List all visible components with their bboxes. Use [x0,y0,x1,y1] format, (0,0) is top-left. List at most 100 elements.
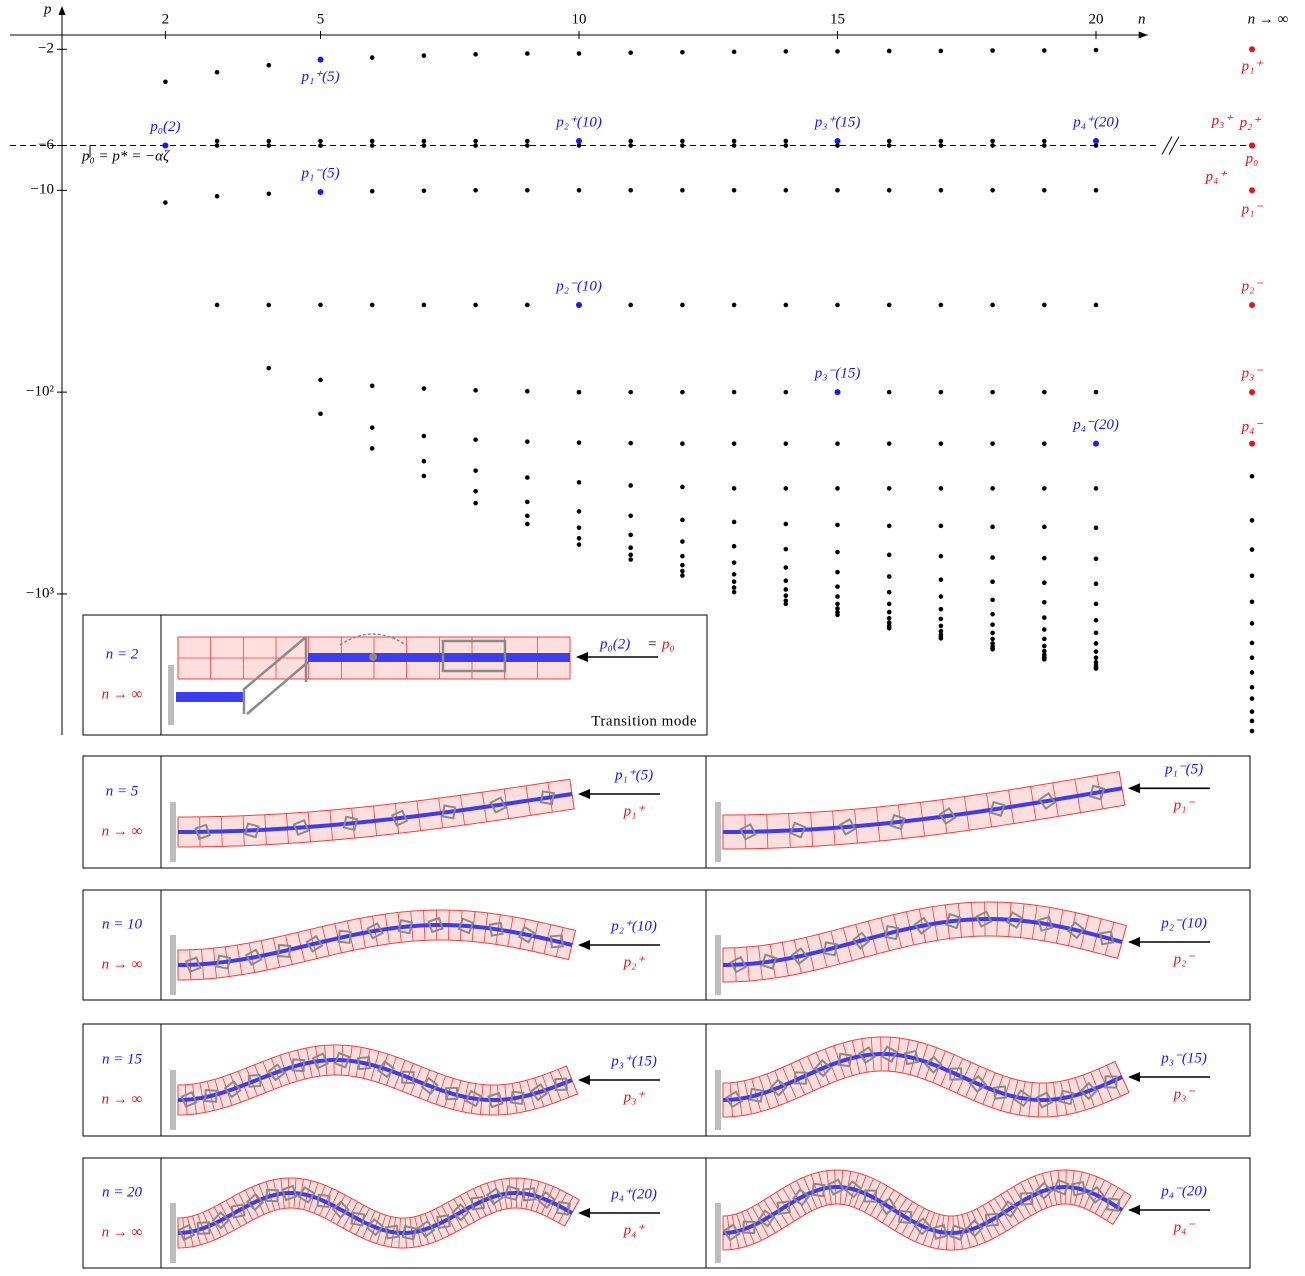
data-point [732,143,737,148]
data-point [835,594,840,599]
data-point [628,188,633,193]
data-point [1094,390,1099,395]
panel-caption: Transition mode [591,713,697,729]
load-arrow-head [578,940,590,950]
data-point [318,143,323,148]
data-point [473,143,478,148]
mode-finite-label: p₂⁺(10) [610,918,657,934]
data-point [887,626,892,631]
data-point [990,486,995,491]
mode-limit-label: p₁⁺ [623,803,646,819]
wall [715,1070,721,1130]
data-point [990,647,995,652]
limit-point [1250,655,1255,660]
load-arrow-head [578,789,590,799]
data-point [784,565,789,570]
data-point [784,49,789,54]
data-point [1042,143,1047,148]
data-point [732,520,737,525]
data-point [990,555,995,560]
data-point [732,560,737,565]
data-point [732,590,737,595]
data-point [835,523,840,528]
data-point [887,303,892,308]
limit-point [1249,441,1255,447]
data-point [370,55,375,60]
data-point [422,303,427,308]
mode-finite-label: p₀(2) [599,636,630,652]
beam-band [723,902,1126,982]
highlight-label: p₄⁺(20) [1072,114,1119,130]
data-point [215,143,220,148]
data-point [990,303,995,308]
limit-point [1250,518,1255,523]
x-tick-label: 10 [572,11,587,27]
y-tick-label: −10³ [26,585,54,601]
data-point [990,637,995,642]
data-point [887,390,892,395]
data-point [939,390,944,395]
wall [715,935,721,995]
data-point [732,50,737,55]
data-point [163,200,168,205]
limit-label: p₃⁺ [1211,113,1234,129]
highlight-point [835,138,841,144]
highlight-point [318,189,324,195]
mode-limit-label: p₃⁻ [1173,1086,1196,1102]
data-point [473,501,478,506]
wall [170,935,176,995]
data-point [784,547,789,552]
data-point [990,622,995,627]
data-point [422,386,427,391]
limit-label: p₁⁻ [1241,202,1264,218]
data-point [525,188,530,193]
data-point [835,49,840,54]
data-point [1042,525,1047,530]
y-tick-label: −10² [26,384,54,400]
beam-band [723,1170,1131,1250]
data-point [939,303,944,308]
data-point [680,303,685,308]
data-point [473,388,478,393]
load-arrow-head [1128,937,1140,947]
data-point [680,573,685,578]
data-point [628,390,633,395]
data-point [1094,655,1099,660]
mode-finite-label: p₄⁻(20) [1160,1183,1207,1199]
data-point [1042,390,1047,395]
mode-joiner: = [648,636,656,652]
data-point [215,303,220,308]
data-point [628,557,633,562]
data-point [784,303,789,308]
data-point [318,411,323,416]
highlight-label: p₃⁺(15) [814,114,861,130]
figure: p n n → ∞ p₀ = p* = −αζ 25101520−2−6−10−… [0,0,1305,1271]
data-point [939,624,944,629]
data-point [990,525,995,530]
data-point [990,48,995,53]
data-point [887,553,892,558]
data-point [1094,666,1099,671]
limit-axis-label: n → ∞ [1248,11,1289,27]
data-point [525,51,530,56]
data-point [215,194,220,199]
data-point [680,50,685,55]
panel-limit-label: n → ∞ [102,1224,143,1240]
data-point [939,139,944,144]
data-point [784,143,789,148]
load-arrow-head [578,1075,590,1085]
y-axis-label: p [43,1,52,17]
x-tick-label: 2 [162,11,170,27]
data-point [732,544,737,549]
data-point [939,486,944,491]
wall [715,1203,721,1263]
limit-point [1250,719,1255,724]
data-point [473,437,478,442]
axis-break [1162,137,1179,155]
data-point [628,50,633,55]
data-point [1094,303,1099,308]
data-point [1042,188,1047,193]
mode-limit-label: p₄⁺ [623,1222,646,1238]
data-point [887,590,892,595]
mode-finite-label: p₁⁺(5) [614,767,653,783]
